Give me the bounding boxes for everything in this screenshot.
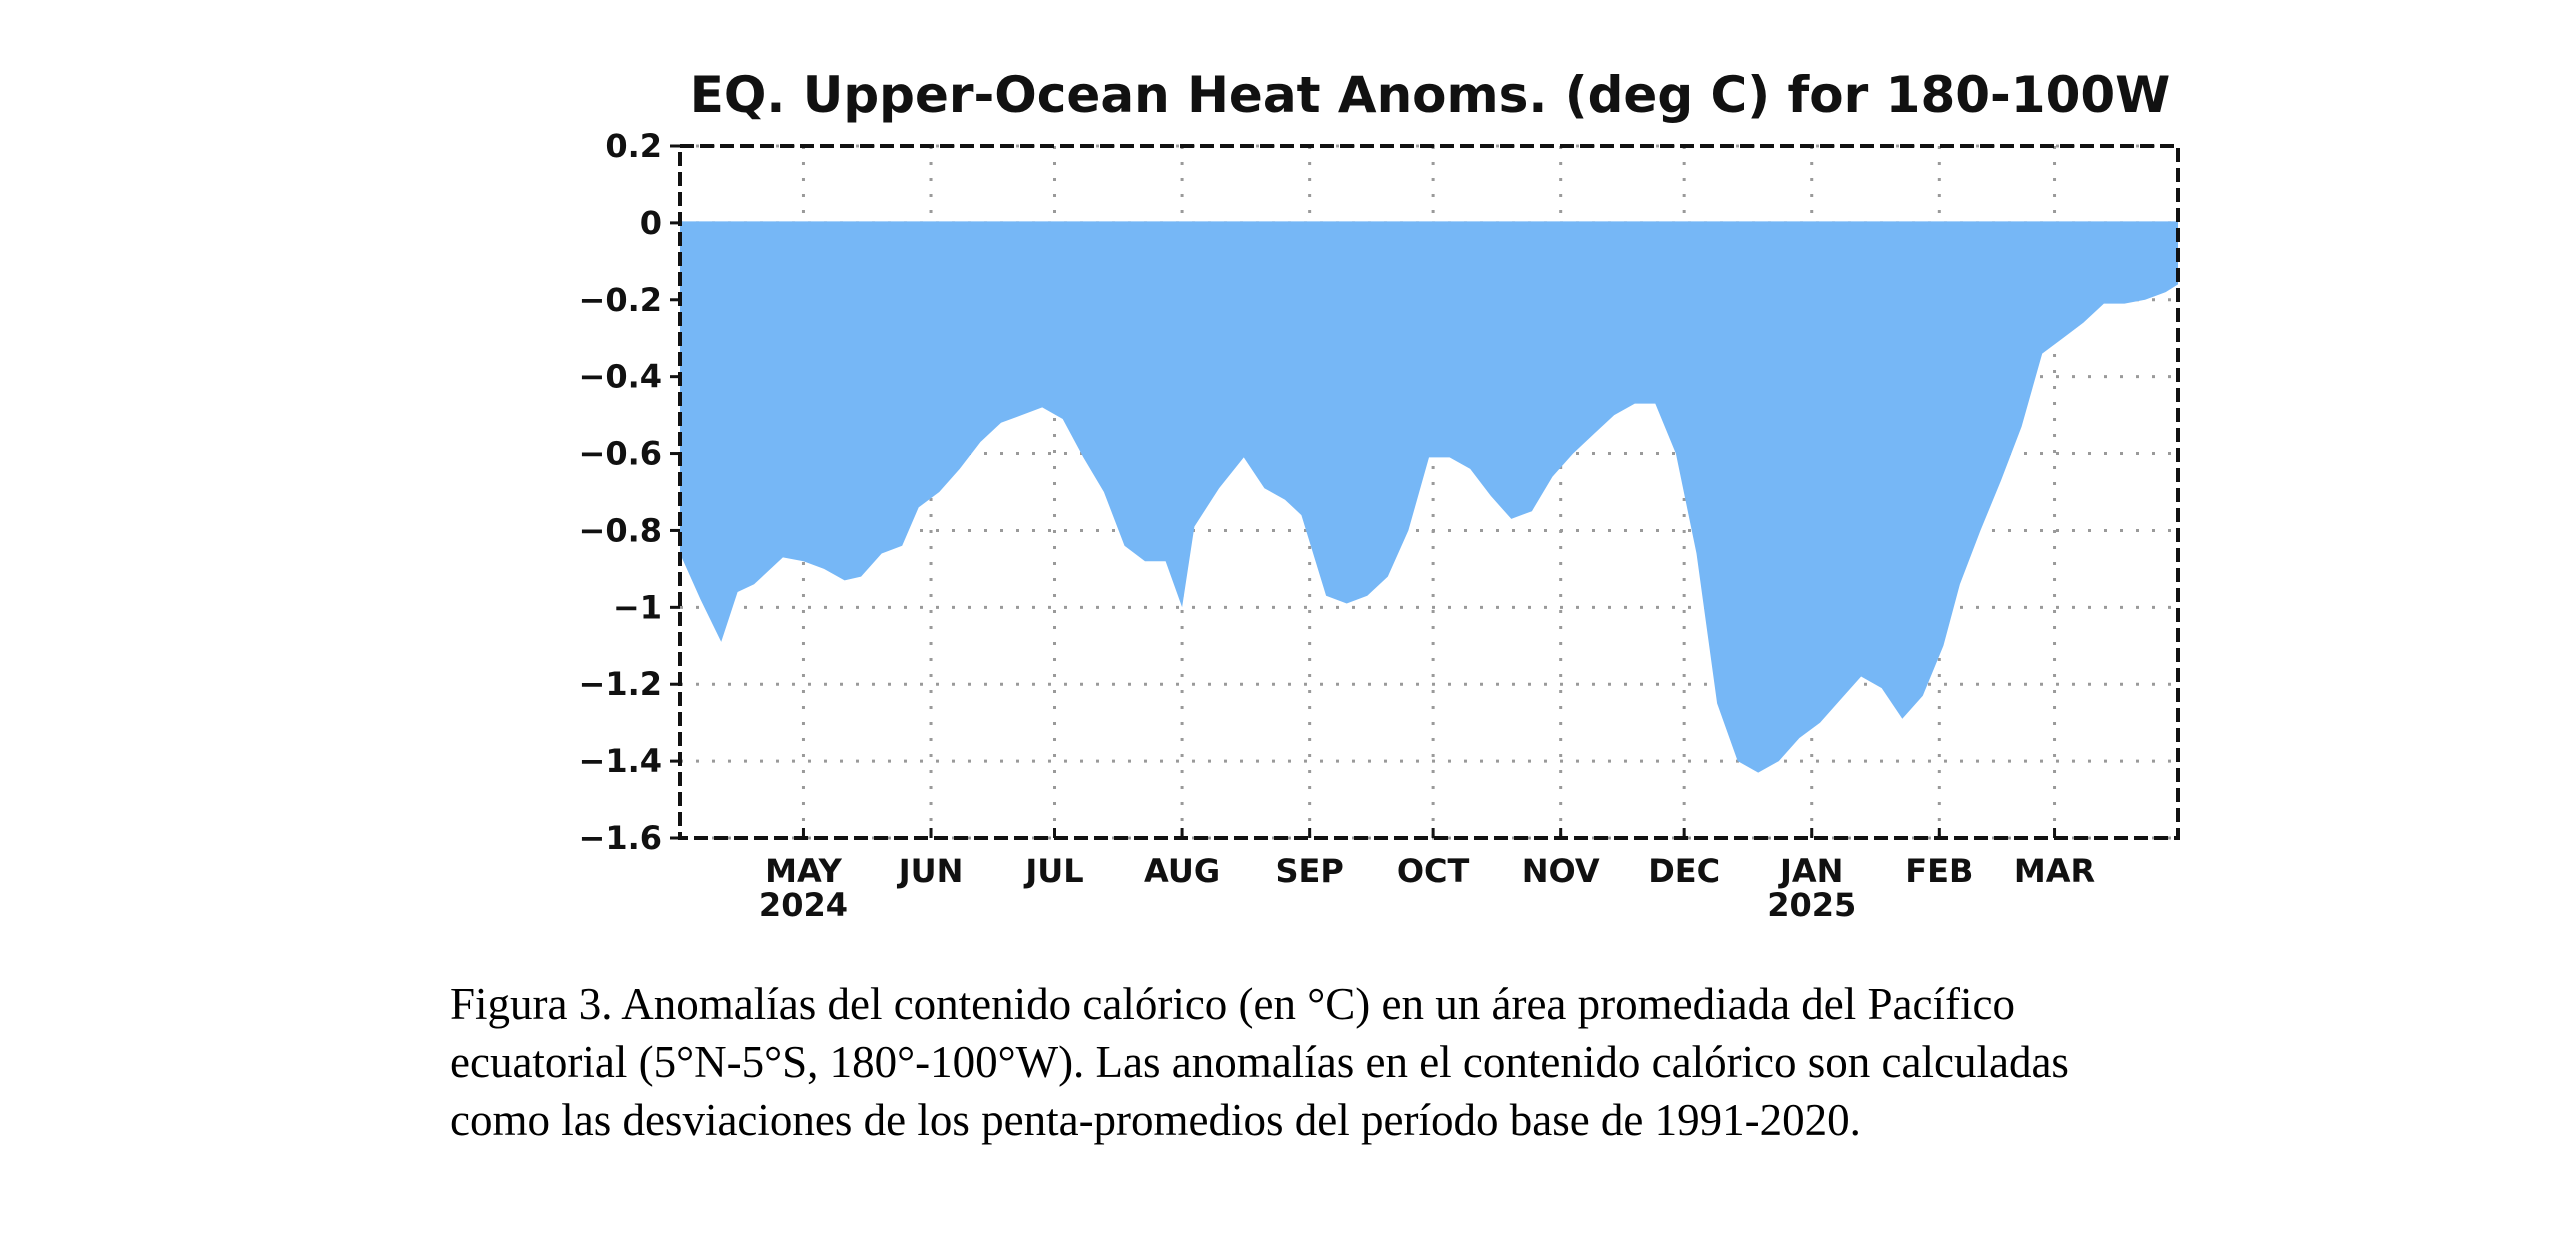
x-tick-year-label: 2025 [1767,886,1856,924]
caption-line-1: Figura 3. Anomalías del contenido calóri… [450,979,2015,1029]
caption-line-2: ecuatorial (5°N-5°S, 180°-100°W). Las an… [450,1037,2069,1087]
x-tick-label: DEC [1648,852,1720,890]
x-tick-year-label: 2024 [759,886,848,924]
y-tick-label: 0.2 [605,127,662,165]
y-tick-label: −0.6 [579,435,663,473]
x-tick-label: NOV [1522,852,1600,890]
x-tick-label: MAR [2014,852,2095,890]
y-tick-label: −1.2 [579,665,663,703]
x-tick-label: JUN [897,852,964,890]
x-tick-label: JAN [1778,852,1843,890]
figure-caption: Figura 3. Anomalías del contenido calóri… [450,975,2350,1149]
chart: EQ. Upper-Ocean Heat Anoms. (deg C) for … [579,66,2180,924]
plot-frame [678,144,2180,840]
x-tick-label: AUG [1144,852,1220,890]
y-tick-label: −0.2 [579,281,663,319]
y-tick-label: −1 [613,588,662,626]
x-tick-label: SEP [1275,852,1343,890]
y-tick-label: −1.4 [579,742,663,780]
x-tick-label: OCT [1397,852,1470,890]
y-tick-label: −0.4 [579,358,663,396]
x-tick-label: MAY [765,852,843,890]
chart-title: EQ. Upper-Ocean Heat Anoms. (deg C) for … [690,66,2171,124]
caption-line-3: como las desviaciones de los penta-prome… [450,1095,1861,1145]
y-tick-label: −1.6 [579,819,663,857]
x-tick-label: JUL [1023,852,1083,890]
x-tick-label: FEB [1905,852,1973,890]
anomaly-area-series [680,222,2178,773]
y-tick-label: 0 [640,204,662,242]
y-axis: 0.2 0 −0.2 −0.4 −0.6 −0.8 −1 −1.2 −1.4 −1.6 [579,127,680,857]
y-tick-label: −0.8 [579,511,663,549]
